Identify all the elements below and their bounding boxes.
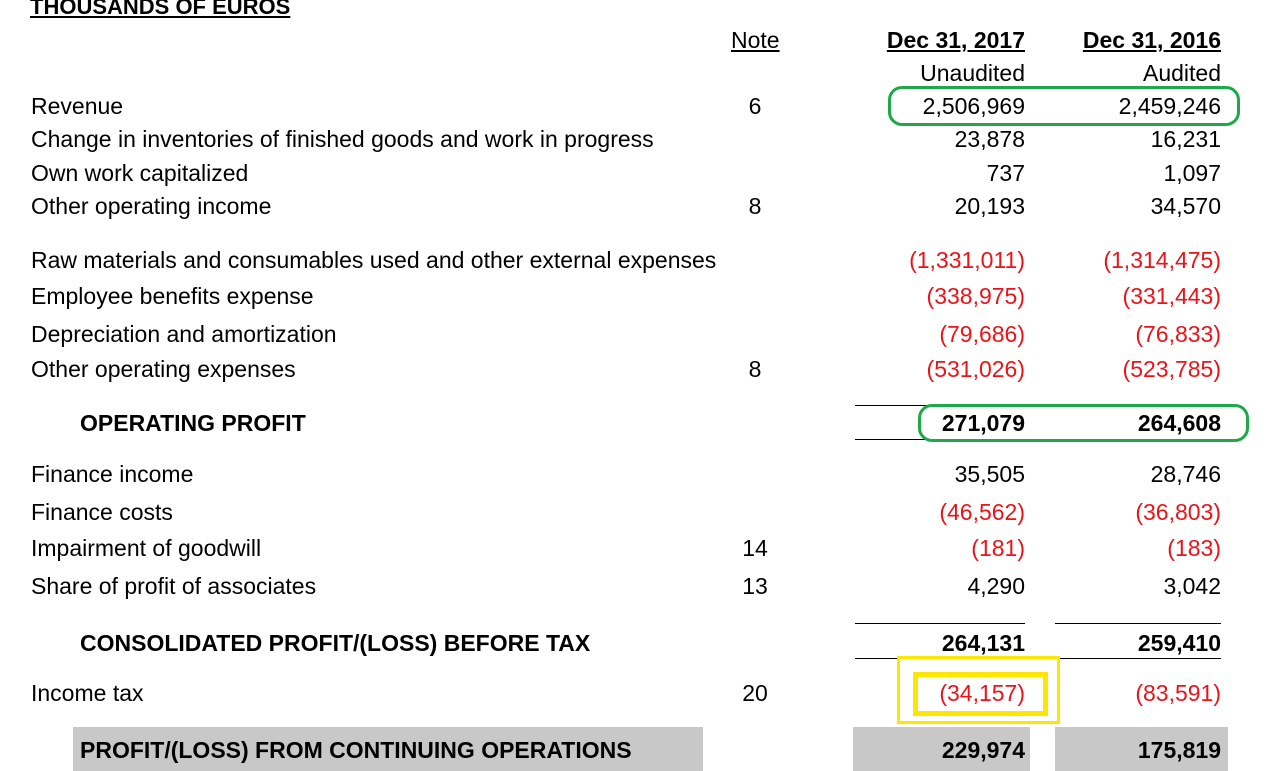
table-row: Depreciation and amortization (79,686) (… — [0, 321, 1271, 351]
table-row-continuing-operations: PROFIT/(LOSS) FROM CONTINUING OPERATIONS… — [0, 737, 1271, 767]
value-2017: (531,026) — [926, 356, 1025, 382]
row-label: Finance income — [31, 461, 194, 487]
value-2016: (183) — [1167, 535, 1221, 561]
row-label: PROFIT/(LOSS) FROM CONTINUING OPERATIONS — [80, 737, 632, 763]
row-label: Employee benefits expense — [31, 283, 314, 309]
table-row: Other operating expenses 8 (531,026) (52… — [0, 356, 1271, 386]
value-2017: 20,193 — [954, 193, 1025, 219]
row-note: 8 — [748, 193, 762, 219]
value-2017: 35,505 — [954, 461, 1025, 487]
value-2017: (181) — [971, 535, 1025, 561]
value-2017: 264,131 — [941, 630, 1025, 656]
value-2016: 34,570 — [1150, 193, 1221, 219]
value-2016: 1,097 — [1163, 160, 1221, 186]
row-label: CONSOLIDATED PROFIT/(LOSS) BEFORE TAX — [80, 630, 591, 656]
value-2016: 264,608 — [1137, 410, 1221, 436]
note-column-header: Note — [731, 27, 780, 53]
value-2016: (1,314,475) — [1103, 247, 1221, 273]
total-bar-gap-note — [703, 727, 853, 771]
table-row: Impairment of goodwill 14 (181) (183) — [0, 535, 1271, 565]
revenue-highlight-oval — [888, 86, 1240, 126]
value-2016: (523,785) — [1122, 356, 1221, 382]
row-label: Own work capitalized — [31, 160, 249, 186]
table-row: Change in inventories of finished goods … — [0, 126, 1271, 156]
table-row-operating-profit: OPERATING PROFIT 271,079 264,608 — [0, 410, 1271, 440]
row-label: Finance costs — [31, 499, 173, 525]
col-2016-date-header: Dec 31, 2016 — [1082, 27, 1221, 53]
value-2016: 259,410 — [1137, 630, 1221, 656]
row-label: Revenue — [31, 93, 124, 119]
value-2016: 3,042 — [1163, 573, 1221, 599]
value-2016: (76,833) — [1135, 321, 1221, 347]
total-bar-gap-cols — [1030, 727, 1055, 771]
table-row-profit-before-tax: CONSOLIDATED PROFIT/(LOSS) BEFORE TAX 26… — [0, 630, 1271, 660]
row-label: Impairment of goodwill — [31, 535, 262, 561]
value-2017: (338,975) — [926, 283, 1025, 309]
table-row: Share of profit of associates 13 4,290 3… — [0, 573, 1271, 603]
row-label: Change in inventories of finished goods … — [31, 126, 654, 152]
col-2017-date-header: Dec 31, 2017 — [886, 27, 1025, 53]
table-row: Own work capitalized 737 1,097 — [0, 160, 1271, 190]
value-2016: (83,591) — [1135, 680, 1221, 706]
row-label: Income tax — [31, 680, 144, 706]
value-2017: (34,157) — [939, 680, 1025, 706]
table-row: Other operating income 8 20,193 34,570 — [0, 193, 1271, 223]
row-note: 14 — [742, 535, 768, 561]
table-row: Finance income 35,505 28,746 — [0, 461, 1271, 491]
value-2017: (79,686) — [939, 321, 1025, 347]
document-title: THOUSANDS OF EUROS — [30, 0, 291, 19]
value-2017: (1,331,011) — [909, 247, 1025, 273]
value-2017: 229,974 — [941, 737, 1025, 763]
row-label: Share of profit of associates — [31, 573, 317, 599]
row-label: Other operating expenses — [31, 356, 296, 382]
col-2017-status-header: Unaudited — [920, 60, 1025, 86]
value-2017: (46,562) — [939, 499, 1025, 525]
row-note: 6 — [748, 93, 762, 119]
value-2016: 16,231 — [1150, 126, 1221, 152]
value-2017: 23,878 — [954, 126, 1025, 152]
row-label: Depreciation and amortization — [31, 321, 337, 347]
row-note: 8 — [748, 356, 762, 382]
col-2016-status-header: Audited — [1142, 60, 1221, 86]
table-row: Finance costs (46,562) (36,803) — [0, 499, 1271, 529]
table-row: Employee benefits expense (338,975) (331… — [0, 283, 1271, 313]
row-note: 20 — [742, 680, 768, 706]
row-label: Other operating income — [31, 193, 272, 219]
value-2016: (331,443) — [1122, 283, 1221, 309]
operating-profit-highlight-oval — [918, 404, 1249, 442]
value-2016: 175,819 — [1137, 737, 1221, 763]
value-2016: (36,803) — [1135, 499, 1221, 525]
value-2017: 737 — [986, 160, 1025, 186]
value-2017: 2,506,969 — [922, 93, 1025, 119]
value-2017: 271,079 — [941, 410, 1025, 436]
value-2016: 2,459,246 — [1118, 93, 1221, 119]
row-label: OPERATING PROFIT — [80, 410, 306, 436]
table-row: Raw materials and consumables used and o… — [0, 247, 1271, 277]
table-row: Revenue 6 2,506,969 2,459,246 — [0, 93, 1271, 123]
rule-pbt-bottom-2016 — [1055, 658, 1221, 659]
row-label: Raw materials and consumables used and o… — [31, 247, 717, 273]
value-2017: 4,290 — [967, 573, 1025, 599]
row-note: 13 — [742, 573, 768, 599]
rule-pbt-top-2016 — [1055, 623, 1221, 624]
rule-pbt-top-2017 — [855, 623, 1025, 624]
value-2016: 28,746 — [1150, 461, 1221, 487]
income-tax-highlight-inner-box — [913, 672, 1048, 716]
table-row: Income tax 20 (34,157) (83,591) — [0, 680, 1271, 710]
income-tax-highlight-box — [897, 656, 1060, 724]
